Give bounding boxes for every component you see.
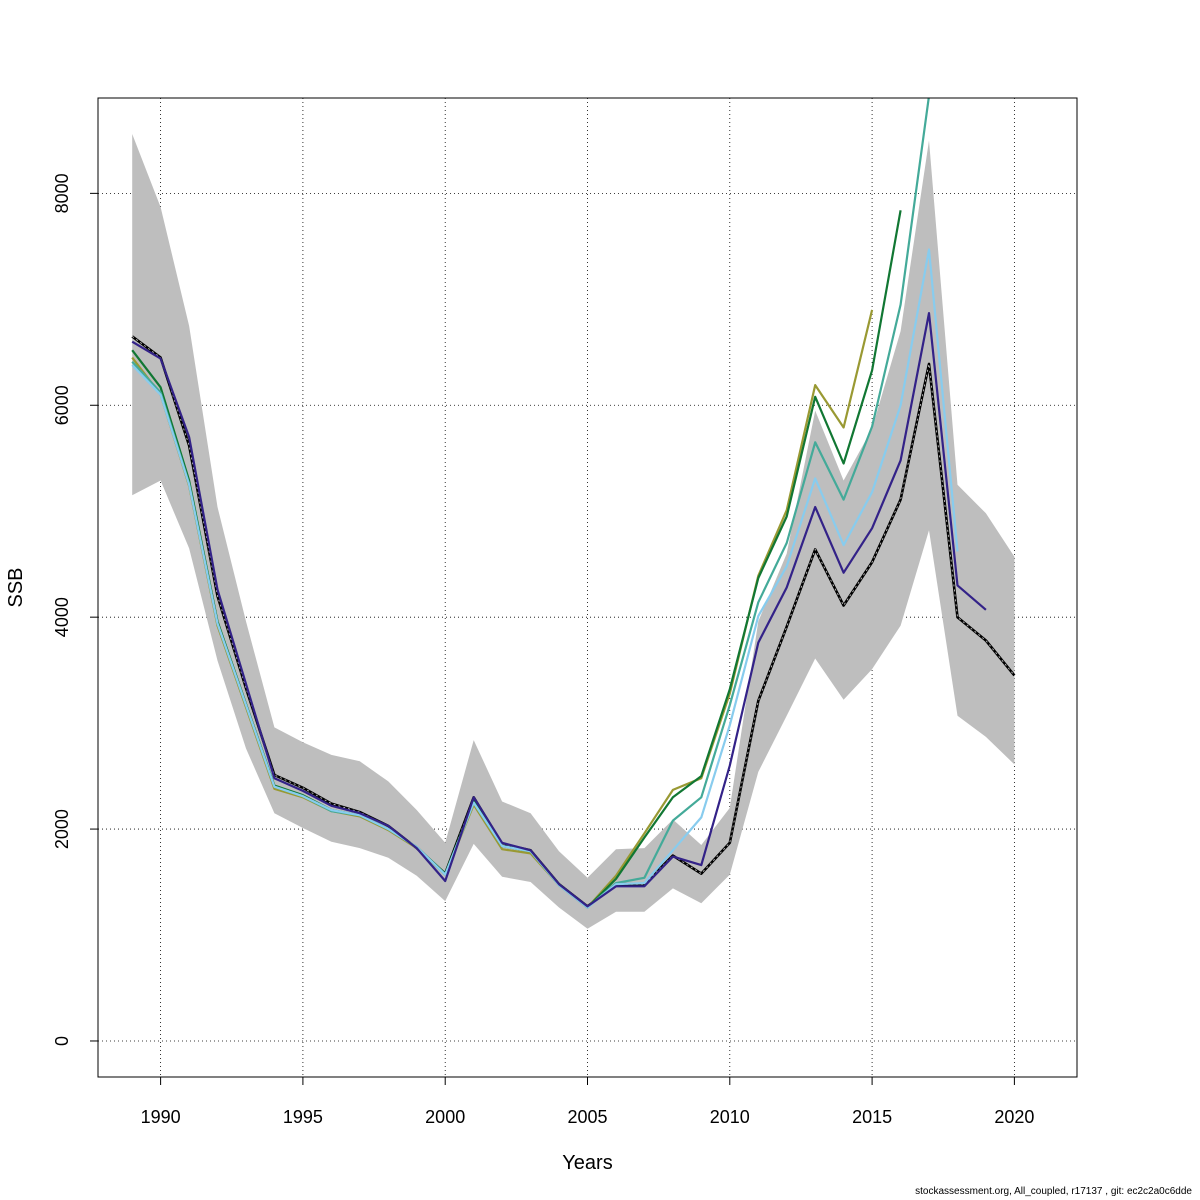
x-tick-label-2005: 2005: [567, 1107, 607, 1127]
x-tick-label-1995: 1995: [283, 1107, 323, 1127]
footer-credit: stockassessment.org, All_coupled, r17137…: [915, 1186, 1192, 1197]
y-tick-label-6000: 6000: [52, 385, 72, 425]
y-axis: 0 2000 4000 6000 8000: [52, 173, 98, 1046]
x-axis: 1990 1995 2000 2005 2010 2015 2020: [141, 1077, 1034, 1127]
y-axis-title: SSB: [5, 567, 27, 607]
x-tick-label-2020: 2020: [994, 1107, 1034, 1127]
x-tick-label-1990: 1990: [141, 1107, 181, 1127]
confidence-band: [132, 134, 1015, 929]
x-axis-title: Years: [562, 1152, 612, 1174]
y-tick-label-0: 0: [52, 1036, 72, 1046]
y-tick-label-8000: 8000: [52, 173, 72, 213]
series-line-5: [131, 312, 987, 908]
y-tick-label-4000: 4000: [52, 597, 72, 637]
x-tick-label-2015: 2015: [852, 1107, 892, 1127]
confidence-band-area: [132, 134, 1015, 929]
x-tick-label-2010: 2010: [710, 1107, 750, 1127]
series-lines: [131, 98, 1016, 909]
y-tick-label-2000: 2000: [52, 809, 72, 849]
x-tick-label-2000: 2000: [425, 1107, 465, 1127]
